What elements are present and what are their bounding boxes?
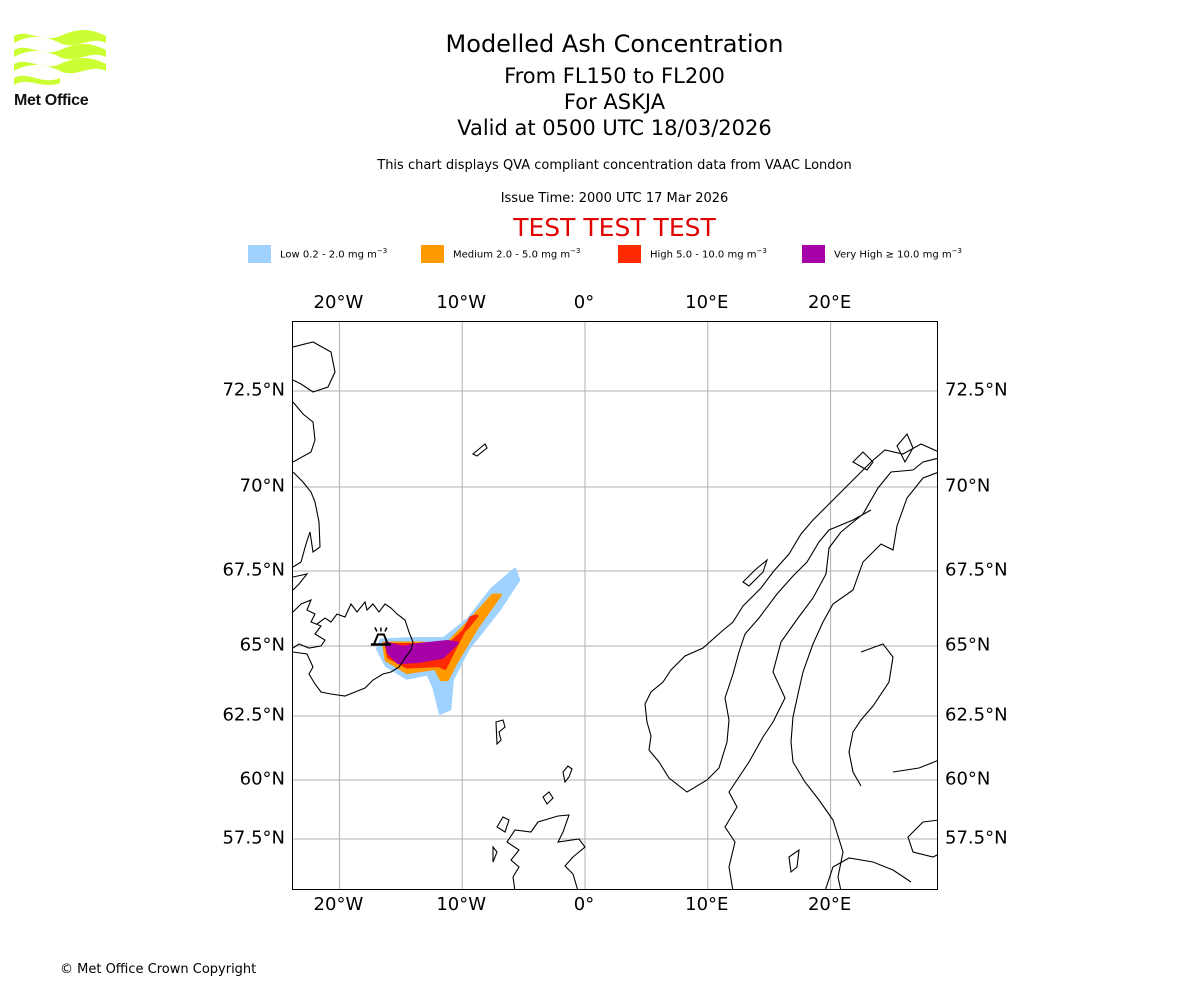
lat-tick-label-right: 65°N (945, 634, 991, 656)
lon-tick-label-top: 20°E (807, 292, 852, 313)
qva-subtitle: This chart displays QVA compliant concen… (377, 158, 852, 173)
graticule (293, 322, 937, 889)
coastline-gulf-of-bothnia (848, 643, 937, 787)
lat-tick-label-right: 72.5°N (945, 379, 1008, 401)
lon-tick-label-bottom: 0° (573, 894, 595, 915)
lon-tick-label-top: 0° (573, 292, 595, 313)
coastline-lofoten (742, 558, 769, 587)
lat-tick-label-right: 57.5°N (945, 827, 1008, 849)
coastline-baltic (825, 819, 937, 889)
legend-swatch-high (618, 244, 641, 263)
lon-tick-label-bottom: 20°W (313, 894, 364, 915)
volcano-name: For ASKJA (563, 90, 666, 114)
met-office-logo-icon (14, 30, 106, 112)
lon-tick-label-top: 10°W (436, 292, 487, 313)
chart-title: Modelled Ash Concentration (445, 30, 784, 58)
lon-tick-label-bottom: 10°E (685, 894, 729, 915)
lon-tick-label-bottom: 10°W (436, 894, 487, 915)
issue-time: Issue Time: 2000 UTC 17 Mar 2026 (500, 191, 729, 206)
legend-label-very-high: Very High ≥ 10.0 mg m (834, 249, 952, 261)
lat-tick-label-left: 65°N (239, 634, 285, 656)
volcano-icon[interactable] (370, 627, 391, 646)
test-banner: TEST TEST TEST (513, 213, 716, 242)
flight-level-range: From FL150 to FL200 (504, 64, 725, 88)
met-office-brand-text: Met Office (14, 92, 89, 109)
coastline-shetland (562, 765, 573, 784)
legend-label-low: Low 0.2 - 2.0 mg m (280, 249, 377, 261)
legend-label-medium: Medium 2.0 - 5.0 mg m (453, 249, 571, 261)
lat-tick-label-left: 60°N (239, 768, 285, 790)
legend-item-high: High 5.0 - 10.0 mg m−3 (618, 244, 767, 263)
lat-tick-label-left: 70°N (239, 475, 285, 497)
lon-tick-label-bottom: 20°E (807, 894, 852, 915)
coastlines (293, 341, 937, 889)
legend-item-very-high: Very High ≥ 10.0 mg m−3 (802, 244, 962, 263)
lat-tick-label-right: 70°N (945, 475, 991, 497)
lat-tick-label-right: 60°N (945, 768, 991, 790)
lon-tick-label-top: 20°W (313, 292, 364, 313)
legend-item-medium: Medium 2.0 - 5.0 mg m−3 (421, 244, 580, 263)
coastline-greenland (293, 341, 336, 591)
lat-tick-label-left: 72.5°N (222, 379, 285, 401)
map-panel[interactable] (292, 321, 938, 890)
coastline-iceland (293, 599, 414, 697)
coastline-svalbard-north (852, 432, 914, 471)
ash-plume (376, 567, 521, 715)
lat-tick-label-right: 67.5°N (945, 559, 1008, 581)
lat-tick-label-left: 62.5°N (222, 704, 285, 726)
coastline-scandinavia (644, 443, 937, 889)
lat-tick-label-left: 57.5°N (222, 827, 285, 849)
coastline-jan-mayen (472, 443, 488, 457)
map-canvas (293, 322, 937, 889)
coastline-scotland (492, 814, 586, 889)
valid-time: Valid at 0500 UTC 18/03/2026 (457, 116, 772, 140)
coastline-orkney (542, 791, 554, 805)
legend-swatch-low (248, 244, 271, 263)
legend-swatch-medium (421, 244, 444, 263)
coastline-gotland (788, 848, 800, 874)
lon-tick-label-top: 10°E (685, 292, 729, 313)
lat-tick-label-right: 62.5°N (945, 704, 1008, 726)
lat-tick-label-left: 67.5°N (222, 559, 285, 581)
legend-label-high: High 5.0 - 10.0 mg m (650, 249, 757, 261)
volcano-marker[interactable] (370, 627, 391, 646)
legend-item-low: Low 0.2 - 2.0 mg m−3 (248, 244, 387, 263)
coastline-faroe (495, 719, 506, 746)
ash-plume-very-high (384, 640, 459, 665)
copyright-notice: © Met Office Crown Copyright (60, 962, 257, 977)
legend-swatch-very-high (802, 244, 825, 263)
